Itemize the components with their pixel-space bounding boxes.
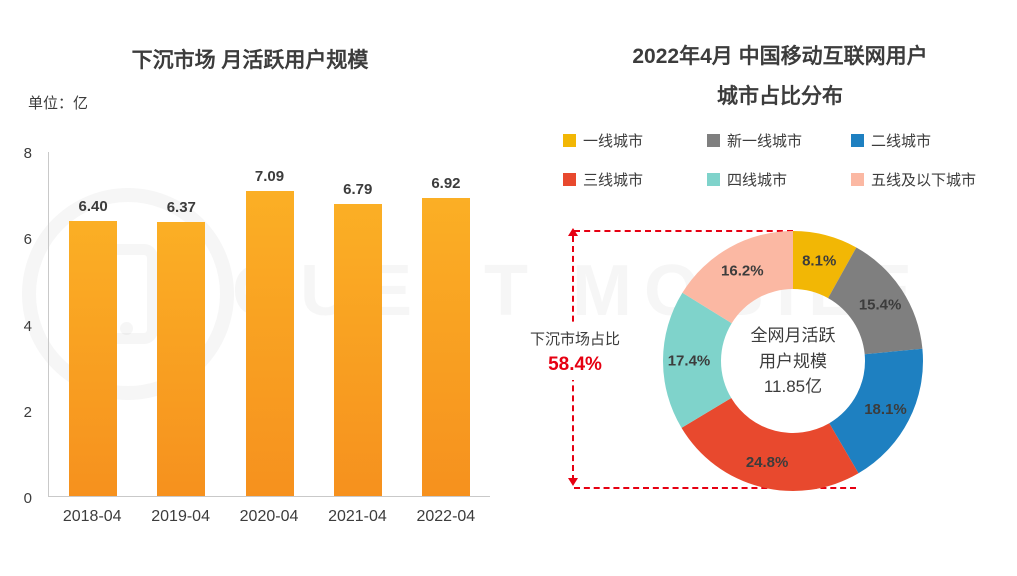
donut-slice-percentage-label: 24.8% — [746, 454, 789, 471]
donut-slice-percentage-label: 8.1% — [802, 253, 836, 270]
donut-slice-percentage-label: 18.1% — [864, 401, 907, 418]
legend-swatch-icon — [851, 173, 864, 186]
bar-value-label: 6.92 — [431, 175, 461, 193]
x-axis-label: 2019-04 — [151, 508, 210, 525]
bar — [245, 191, 294, 496]
bar-value-label: 6.79 — [343, 181, 373, 199]
donut-legend: 一线城市 新一线城市 二线城市三线城市 四线城市 五线及以下城市 — [563, 130, 1017, 190]
legend-swatch-icon — [851, 134, 864, 147]
donut-chart-title-line2: 城市占比分布 — [717, 85, 843, 108]
donut-slice-三线城市 — [681, 398, 859, 492]
donut-slice-percentage-label: 16.2% — [721, 262, 764, 279]
donut-slice-五线及以下城市 — [682, 231, 793, 324]
annotation-label: 下沉市场占比 — [529, 331, 620, 348]
legend-swatch-icon — [563, 173, 576, 186]
legend-label: 五线及以下城市 — [871, 172, 977, 189]
donut-center-text: 全网月活跃 用户规模 11.85亿 — [713, 323, 873, 400]
arrow-up-icon — [568, 228, 578, 236]
legend-item-二线城市: 二线城市 — [851, 130, 1017, 151]
legend-swatch-icon — [563, 134, 576, 147]
sinking-market-annotation: 下沉市场占比 58.4% — [521, 324, 629, 380]
bar-value-label: 6.37 — [166, 199, 196, 217]
donut-slice-percentage-label: 15.4% — [859, 296, 902, 313]
x-axis: 2018-04 2019-04 2020-04 2021-04 2022-04 — [48, 508, 490, 526]
bar-column-2019-04: 6.37 — [137, 152, 225, 496]
donut-slice-二线城市 — [829, 348, 923, 474]
annotation-value: 58.4% — [548, 354, 602, 375]
y-axis-tick: 8 — [23, 145, 32, 162]
bar — [157, 222, 206, 496]
donut-chart-title-line1: 2022年4月 中国移动互联网用户 — [632, 45, 928, 68]
donut-chart: 8.1% 15.4% 18.1% 24.8% 17.4% 16.2% — [662, 231, 923, 492]
y-axis-tick: 4 — [23, 317, 32, 335]
donut-slice-新一线城市 — [828, 247, 923, 355]
bar — [69, 220, 118, 496]
legend-item-一线城市: 一线城市 — [563, 130, 707, 151]
annotation-dashed-line-top — [574, 230, 793, 232]
bar-chart-title: 下沉市场 月活跃用户规模 — [131, 49, 369, 72]
donut-slice-percentage-label: 17.4% — [668, 353, 711, 370]
x-axis-label: 2020-04 — [239, 508, 299, 525]
legend-item-三线城市: 三线城市 — [563, 169, 707, 190]
bar-column-2018-04: 6.40 — [49, 152, 137, 496]
arrow-down-icon — [568, 478, 578, 486]
annotation-dashed-line-bottom — [574, 487, 856, 489]
bar-value-label: 6.40 — [78, 197, 108, 215]
legend-label: 四线城市 — [727, 172, 788, 189]
x-axis-label: 2018-04 — [62, 508, 122, 525]
unit-label: 单位：亿 — [28, 95, 89, 112]
y-axis-tick: 2 — [23, 403, 32, 421]
y-axis-tick: 6 — [23, 231, 32, 249]
donut-slice-一线城市 — [793, 231, 857, 299]
legend-swatch-icon — [707, 134, 720, 147]
legend-item-新一线城市: 新一线城市 — [707, 130, 851, 151]
donut-center-line2: 用户规模 — [759, 351, 827, 371]
bar-value-label: 7.09 — [254, 168, 285, 186]
legend-label: 新一线城市 — [727, 133, 803, 150]
donut-slice-四线城市 — [662, 292, 732, 428]
legend-label: 二线城市 — [871, 133, 932, 150]
bar-column-2020-04: 7.09 — [225, 152, 313, 496]
legend-item-四线城市: 四线城市 — [707, 169, 851, 190]
x-axis-label: 2021-04 — [328, 508, 387, 525]
legend-swatch-icon — [707, 173, 720, 186]
bar-plot-area: 6.40 6.37 7.09 6.79 6.92 — [48, 152, 490, 497]
legend-item-五线及以下城市: 五线及以下城市 — [851, 169, 1017, 190]
bar-column-2022-04: 6.92 — [402, 152, 490, 496]
legend-label: 三线城市 — [583, 172, 644, 189]
watermark-logo-dot-icon — [120, 322, 133, 335]
bar — [421, 198, 470, 496]
bar-column-2021-04: 6.79 — [314, 152, 402, 496]
legend-label: 一线城市 — [583, 133, 644, 150]
donut-center-line1: 全网月活跃 — [750, 326, 836, 345]
donut-center-line3: 11.85亿 — [763, 377, 823, 396]
bar — [333, 204, 382, 496]
x-axis-label: 2022-04 — [416, 508, 476, 525]
y-axis: 0 2 4 6 8 — [4, 145, 40, 507]
y-axis-tick: 0 — [23, 490, 32, 507]
